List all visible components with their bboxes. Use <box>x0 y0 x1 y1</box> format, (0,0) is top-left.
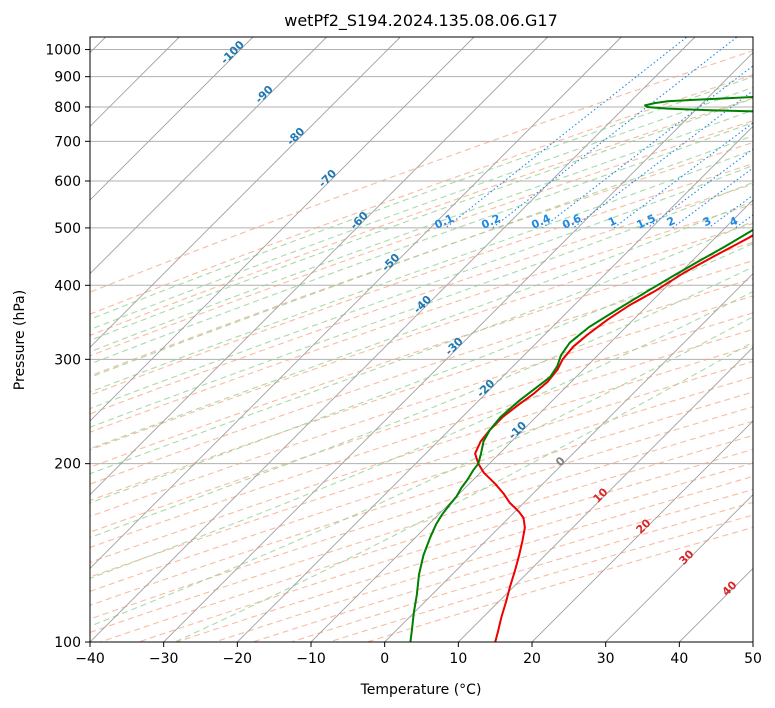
dry-adiabat-line <box>90 163 753 396</box>
mixing-ratio-lines <box>445 37 753 229</box>
isotherm-line <box>90 37 548 496</box>
x-axis-ticks: −40 −30 −20 −10 0 10 20 30 40 50 <box>75 642 762 667</box>
isotherm-line <box>90 37 696 642</box>
mixing-ratio-line <box>542 65 753 229</box>
y-tick-label: 800 <box>54 100 81 116</box>
y-tick-label: 600 <box>54 174 81 190</box>
y-tick-label: 200 <box>54 457 81 473</box>
isotherm-line <box>90 37 401 348</box>
y-axis-ticks: 1000 900 800 700 600 500 400 300 200 100 <box>45 43 90 651</box>
mixing-ratio-line <box>492 37 738 229</box>
moist-adiabat-line <box>90 242 753 504</box>
x-tick-label: −30 <box>149 651 179 667</box>
y-tick-label: 500 <box>54 221 81 237</box>
skewed-isotherms <box>90 37 753 642</box>
x-tick-label: 50 <box>744 651 762 667</box>
moist-adiabat-line <box>90 98 753 341</box>
moist-adiabat-line <box>90 149 753 393</box>
dry-adiabat-line <box>90 203 753 433</box>
y-tick-label: 700 <box>54 134 81 150</box>
isotherm-line <box>90 37 622 569</box>
moist-adiabat-line <box>90 316 753 627</box>
x-tick-label: 20 <box>523 651 541 667</box>
y-tick-label: 1000 <box>45 43 81 59</box>
isotherm-line <box>163 52 753 642</box>
moist-adiabat-line <box>90 86 753 331</box>
isotherm-line <box>90 37 254 201</box>
y-tick-label: 100 <box>54 635 81 651</box>
x-tick-label: −20 <box>223 651 253 667</box>
moist-adiabat-line <box>90 220 753 475</box>
x-tick-label: −40 <box>75 651 105 667</box>
dewpoint-line <box>409 95 753 642</box>
moist-adiabats <box>90 76 753 642</box>
profile-series <box>409 95 753 642</box>
mixing-ratio-line <box>613 122 753 229</box>
isotherm-line <box>310 199 753 642</box>
y-tick-label: 300 <box>54 352 81 368</box>
isotherm-line <box>531 420 753 642</box>
y-tick-label: 900 <box>54 70 81 86</box>
x-tick-label: 30 <box>597 651 615 667</box>
x-tick-label: −10 <box>296 651 326 667</box>
y-tick-label: 400 <box>54 278 81 294</box>
moist-adiabat-line <box>174 341 753 642</box>
x-tick-label: 10 <box>449 651 467 667</box>
dry-adiabat-line <box>90 222 753 451</box>
isotherm-line <box>605 494 753 642</box>
x-tick-label: 40 <box>670 651 688 667</box>
dry-adiabat-line <box>90 344 753 563</box>
isotherm-line <box>237 125 753 642</box>
temperature-line <box>474 234 753 642</box>
dry-adiabat-line <box>90 328 753 549</box>
chart-title: wetPf2_S194.2024.135.08.06.G17 <box>284 11 558 31</box>
plot-frame <box>89 36 754 643</box>
isotherm-line <box>458 346 753 642</box>
dry-adiabat-line <box>90 295 753 518</box>
isotherm-line <box>90 37 327 275</box>
x-axis-label: Temperature (°C) <box>360 682 482 698</box>
y-axis-label: Pressure (hPa) <box>12 290 28 390</box>
isotherm-line <box>90 37 475 422</box>
dry-adiabat-line <box>90 141 753 377</box>
dry-adiabat-line <box>90 50 753 293</box>
dry-adiabat-line <box>90 260 753 485</box>
dry-adiabats <box>90 50 753 642</box>
mixing-ratio-line <box>445 37 688 229</box>
isotherm-line <box>384 273 753 642</box>
pressure-gridlines <box>90 49 753 642</box>
moist-adiabat-line <box>90 164 753 410</box>
x-tick-label: 0 <box>380 651 389 667</box>
